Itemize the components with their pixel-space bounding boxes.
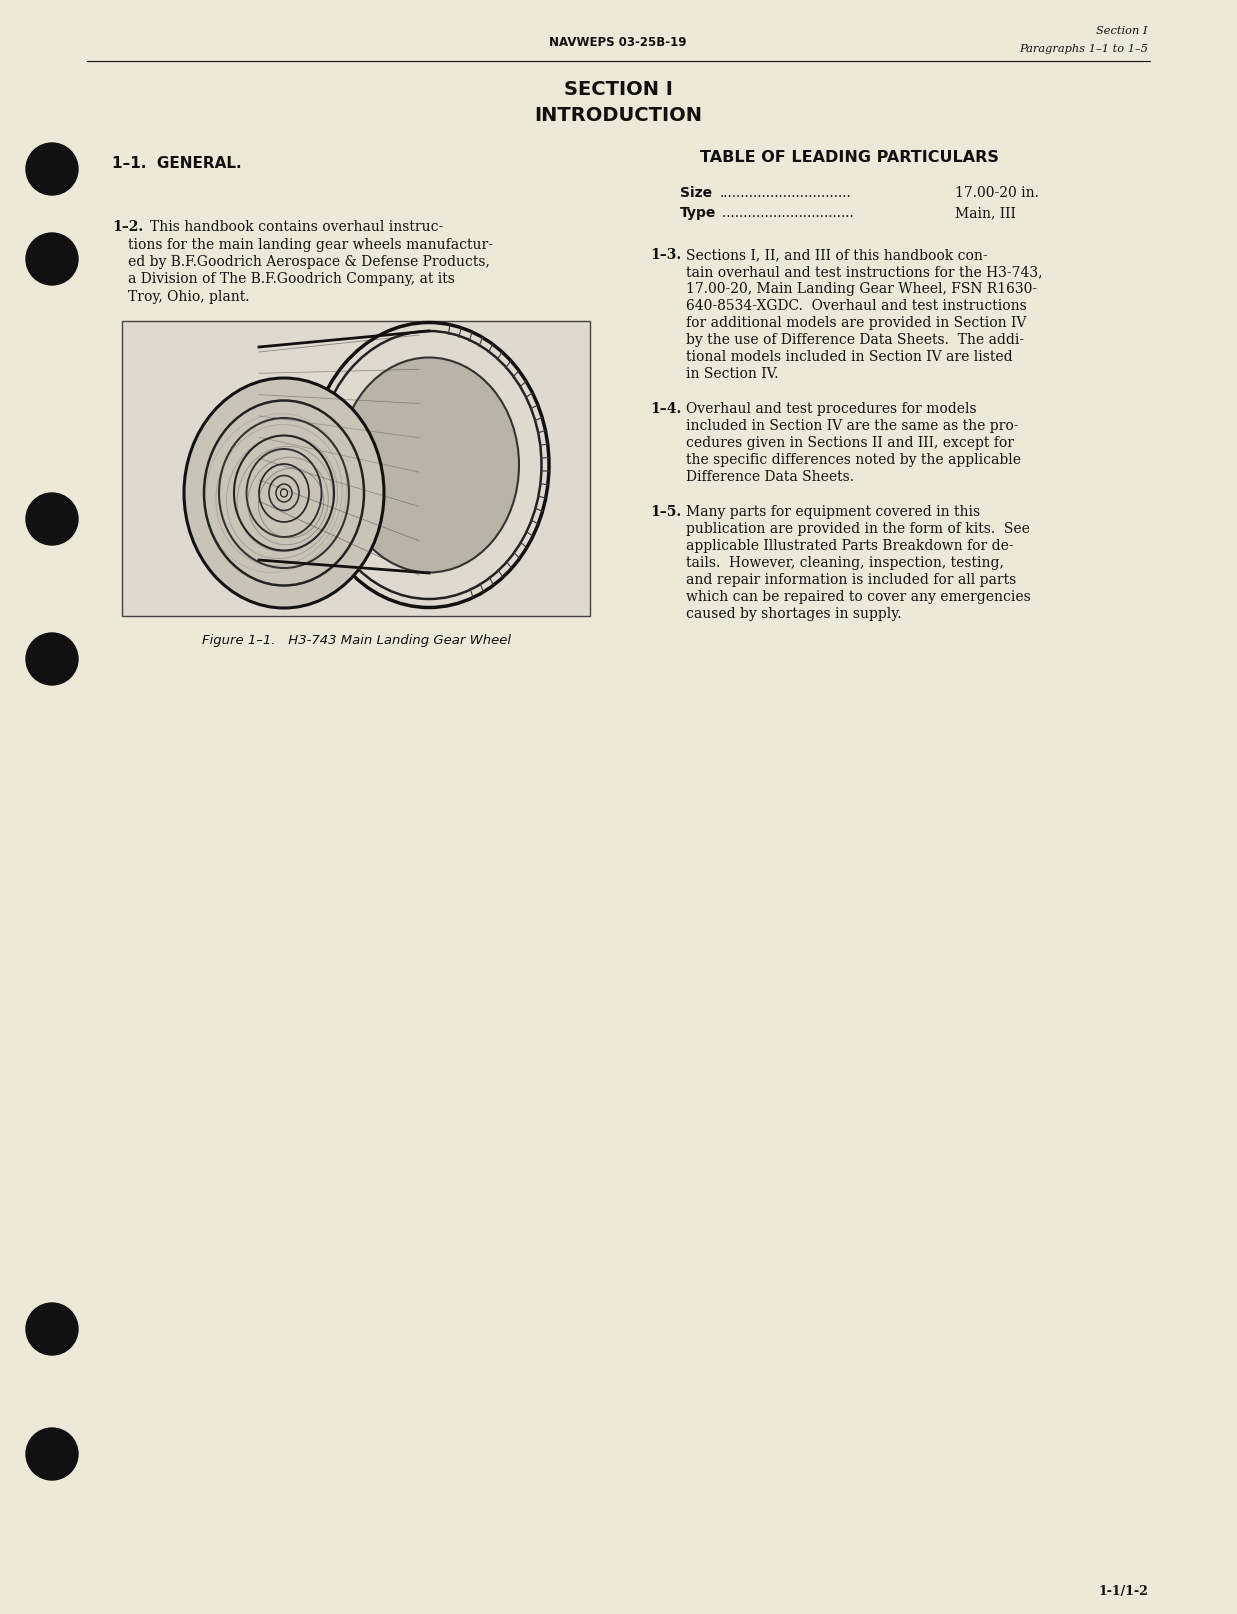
Text: ed by B.F.Goodrich Aerospace & Defense Products,: ed by B.F.Goodrich Aerospace & Defense P… (127, 255, 490, 270)
Ellipse shape (339, 358, 520, 573)
Text: cedures given in Sections II and III, except for: cedures given in Sections II and III, ex… (687, 436, 1014, 450)
Text: 17.00-20 in.: 17.00-20 in. (955, 186, 1039, 200)
Text: in Section IV.: in Section IV. (687, 366, 778, 381)
Text: and repair information is included for all parts: and repair information is included for a… (687, 573, 1017, 586)
Text: 1–4.: 1–4. (649, 402, 682, 416)
Text: 1–3.: 1–3. (649, 249, 682, 261)
Text: INTRODUCTION: INTRODUCTION (534, 107, 703, 124)
Text: 640-8534-XGDC.  Overhaul and test instructions: 640-8534-XGDC. Overhaul and test instruc… (687, 299, 1027, 313)
Text: Troy, Ohio, plant.: Troy, Ohio, plant. (127, 291, 250, 303)
Text: 1–5.: 1–5. (649, 505, 682, 518)
Text: included in Section IV are the same as the pro-: included in Section IV are the same as t… (687, 418, 1018, 433)
Text: 1–1.  GENERAL.: 1–1. GENERAL. (113, 157, 241, 171)
Circle shape (26, 234, 78, 286)
Text: ...............................: ............................... (720, 186, 852, 200)
Text: the specific differences noted by the applicable: the specific differences noted by the ap… (687, 452, 1021, 466)
Circle shape (26, 1428, 78, 1480)
Text: Difference Data Sheets.: Difference Data Sheets. (687, 470, 854, 484)
Text: TABLE OF LEADING PARTICULARS: TABLE OF LEADING PARTICULARS (700, 150, 998, 165)
Text: tional models included in Section IV are listed: tional models included in Section IV are… (687, 350, 1013, 363)
Ellipse shape (184, 379, 383, 608)
Text: tails.  However, cleaning, inspection, testing,: tails. However, cleaning, inspection, te… (687, 555, 1004, 570)
Text: Paragraphs 1–1 to 1–5: Paragraphs 1–1 to 1–5 (1019, 44, 1148, 53)
Text: which can be repaired to cover any emergencies: which can be repaired to cover any emerg… (687, 589, 1030, 604)
Text: applicable Illustrated Parts Breakdown for de-: applicable Illustrated Parts Breakdown f… (687, 539, 1013, 552)
Text: Sections I, II, and III of this handbook con-: Sections I, II, and III of this handbook… (687, 249, 987, 261)
Text: by the use of Difference Data Sheets.  The addi-: by the use of Difference Data Sheets. Th… (687, 332, 1024, 347)
Text: Overhaul and test procedures for models: Overhaul and test procedures for models (687, 402, 977, 416)
Text: publication are provided in the form of kits.  See: publication are provided in the form of … (687, 521, 1030, 536)
Text: SECTION I: SECTION I (564, 81, 673, 98)
Circle shape (26, 634, 78, 686)
Text: tain overhaul and test instructions for the H3-743,: tain overhaul and test instructions for … (687, 265, 1043, 279)
Text: ...............................: ............................... (722, 207, 858, 220)
Bar (122, 321, 590, 617)
Text: 1-1/1-2: 1-1/1-2 (1098, 1583, 1148, 1596)
Text: 17.00-20, Main Landing Gear Wheel, FSN R1630-: 17.00-20, Main Landing Gear Wheel, FSN R… (687, 282, 1037, 295)
Text: for additional models are provided in Section IV: for additional models are provided in Se… (687, 316, 1027, 329)
Text: Figure 1–1.   H3-743 Main Landing Gear Wheel: Figure 1–1. H3-743 Main Landing Gear Whe… (202, 634, 511, 647)
Text: a Division of The B.F.Goodrich Company, at its: a Division of The B.F.Goodrich Company, … (127, 273, 455, 286)
Text: This handbook contains overhaul instruc-: This handbook contains overhaul instruc- (150, 220, 443, 234)
Text: Section I: Section I (1096, 26, 1148, 36)
Circle shape (26, 494, 78, 546)
Text: Size: Size (680, 186, 713, 200)
Text: Main, III: Main, III (955, 207, 1016, 220)
Text: NAVWEPS 03-25B-19: NAVWEPS 03-25B-19 (549, 36, 687, 48)
Text: caused by shortages in supply.: caused by shortages in supply. (687, 607, 902, 621)
Circle shape (26, 144, 78, 195)
Circle shape (26, 1302, 78, 1356)
Text: tions for the main landing gear wheels manufactur-: tions for the main landing gear wheels m… (127, 237, 494, 252)
Text: Many parts for equipment covered in this: Many parts for equipment covered in this (687, 505, 980, 518)
Text: 1–2.: 1–2. (113, 220, 143, 234)
Text: Type: Type (680, 207, 716, 220)
